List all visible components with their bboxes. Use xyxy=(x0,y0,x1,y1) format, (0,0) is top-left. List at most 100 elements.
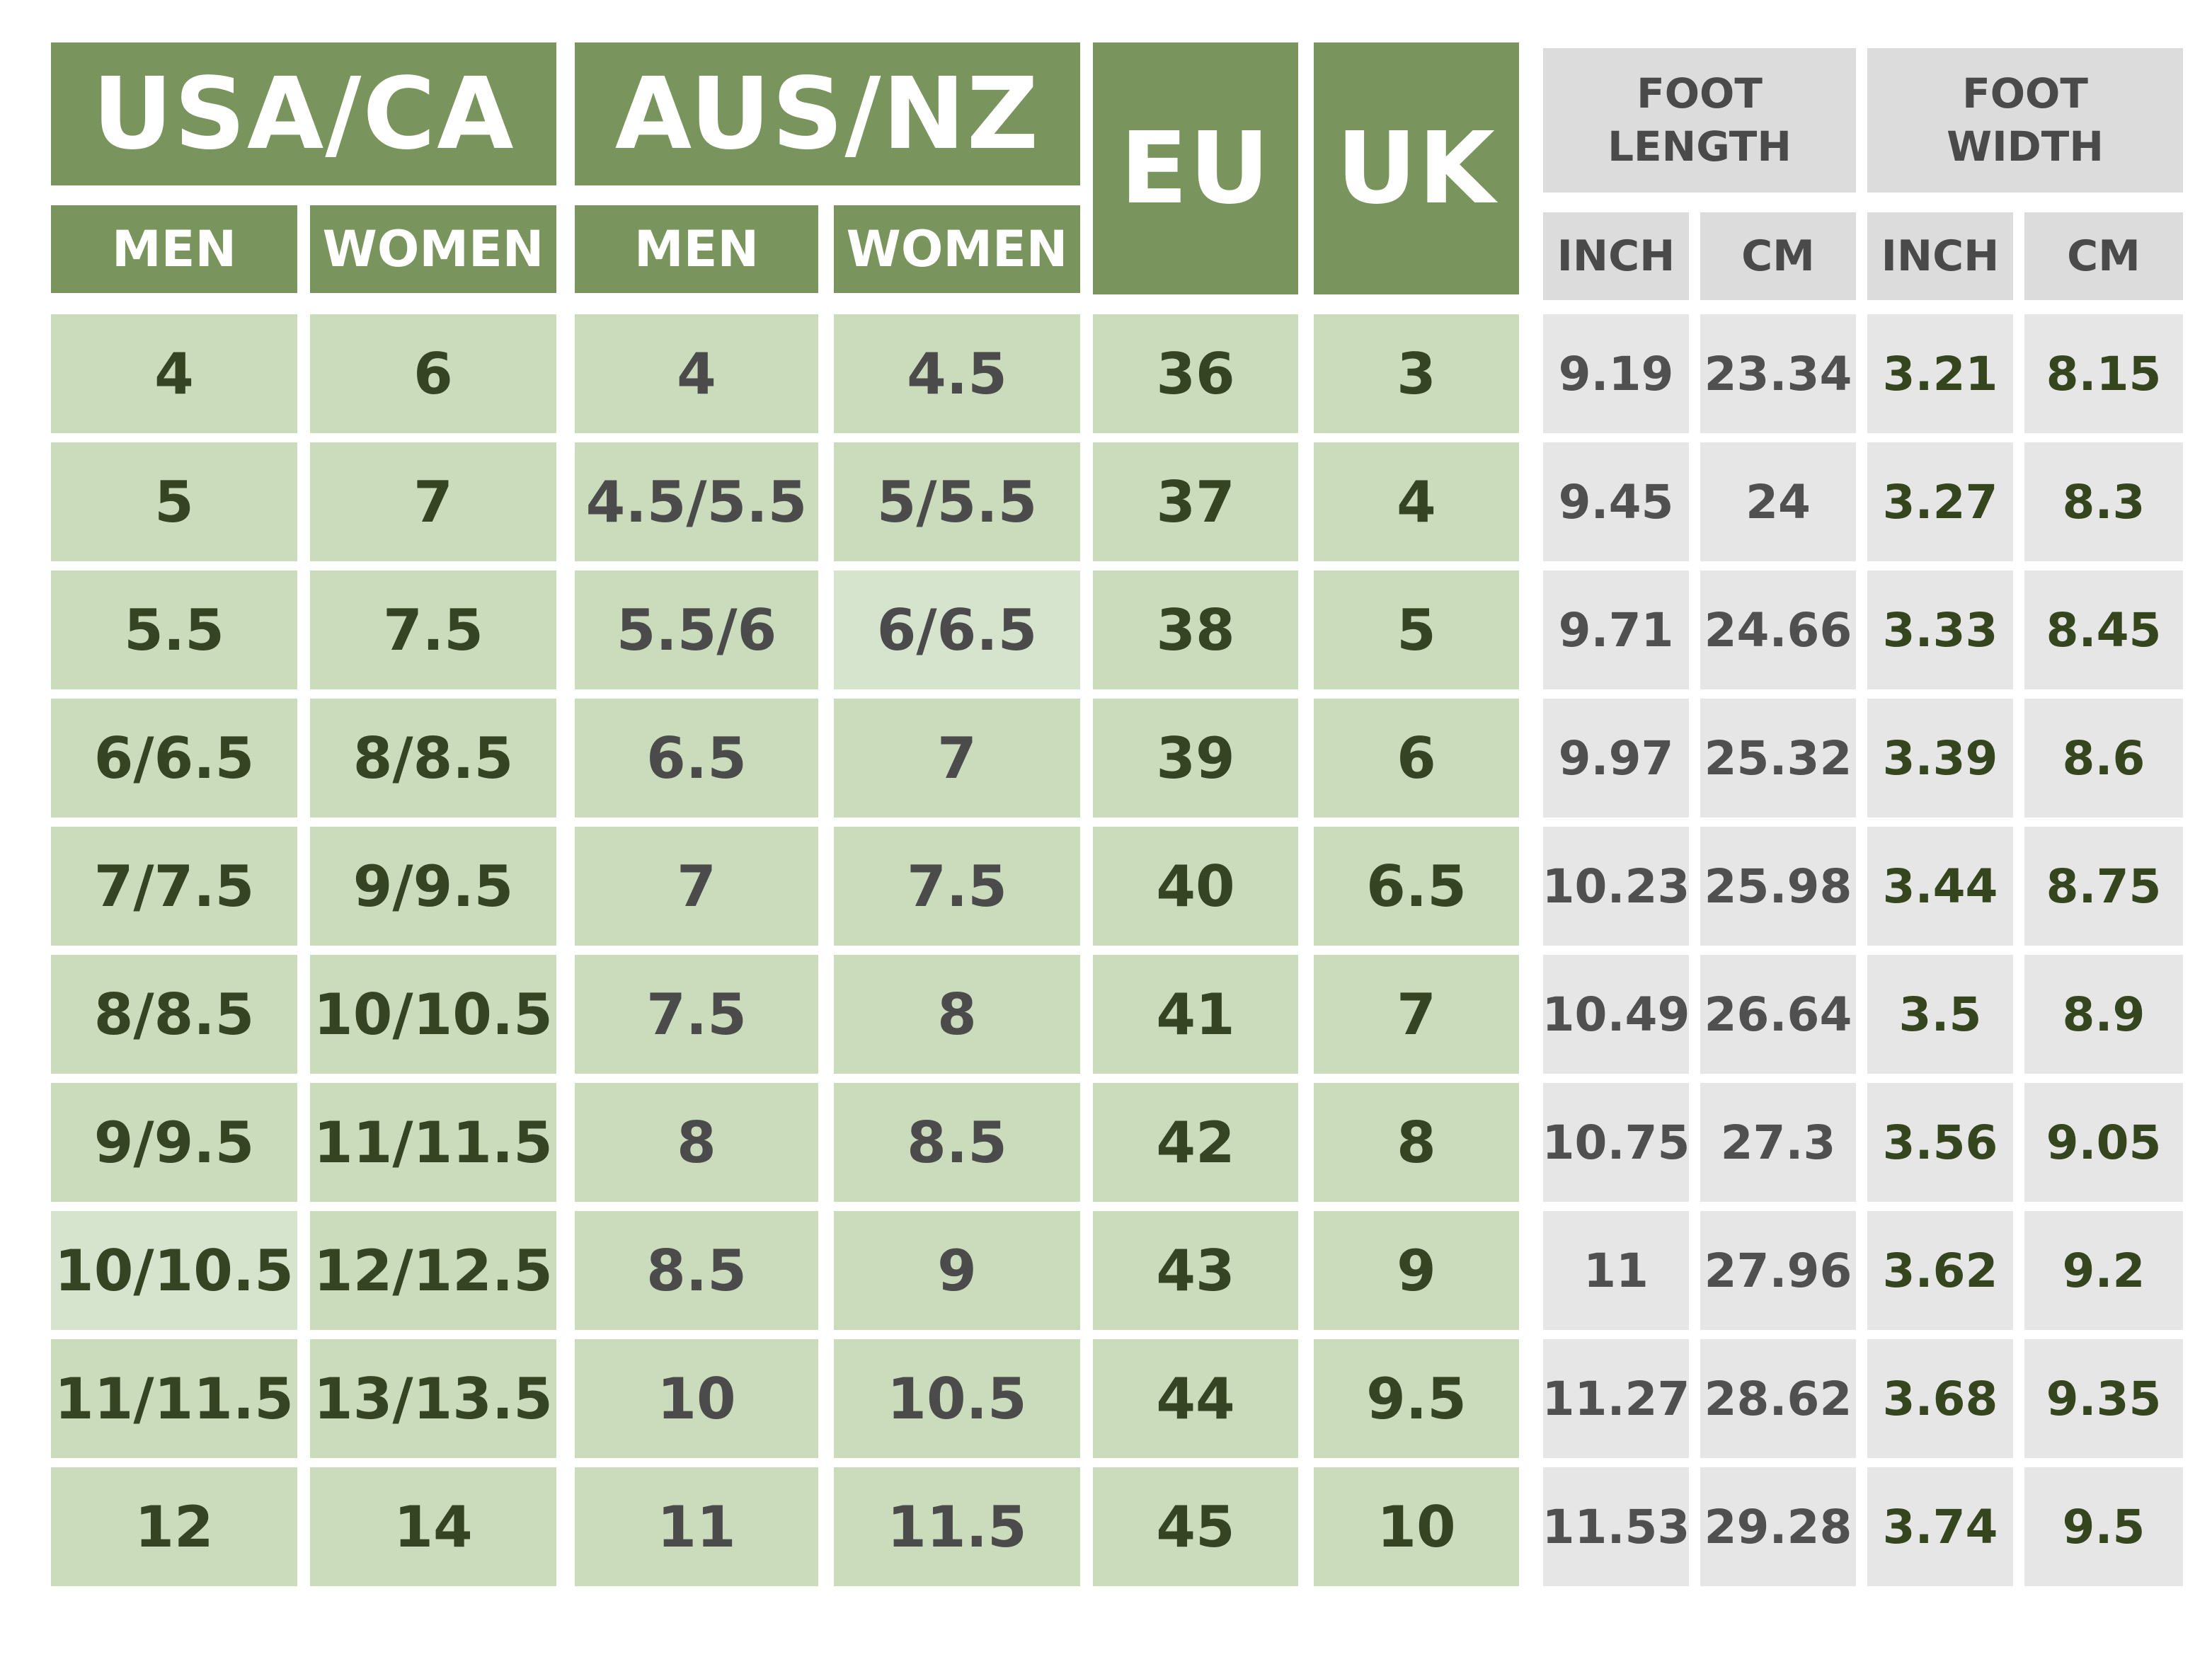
cell-len-in: 10.23 xyxy=(1542,827,1690,946)
cell-aus-men: 4.5/5.5 xyxy=(575,442,818,561)
cell-len-in: 9.19 xyxy=(1543,314,1689,433)
cell-aus-women: 7 xyxy=(834,699,1080,818)
cell-len-in: 11.53 xyxy=(1542,1467,1690,1586)
header-usa-ca: USA/CA xyxy=(51,42,556,185)
cell-uk: 6 xyxy=(1314,699,1519,818)
cell-wid-cm: 9.5 xyxy=(2024,1467,2183,1586)
cell-us-men: 5 xyxy=(51,442,297,561)
cell-us-women: 12/12.5 xyxy=(310,1211,556,1330)
cell-us-women: 8/8.5 xyxy=(310,699,556,818)
cell-len-cm: 27.3 xyxy=(1700,1083,1856,1202)
cell-len-cm: 24 xyxy=(1700,442,1856,561)
cell-wid-in: 3.21 xyxy=(1867,314,2013,433)
cell-us-men: 8/8.5 xyxy=(51,955,297,1074)
cell-wid-cm: 9.2 xyxy=(2024,1211,2183,1330)
header-foot-width: FOOT WIDTH xyxy=(1867,48,2183,193)
cell-uk: 9.5 xyxy=(1314,1339,1519,1458)
cell-wid-in: 3.62 xyxy=(1867,1211,2013,1330)
cell-aus-men: 8 xyxy=(575,1083,818,1202)
cell-uk: 5 xyxy=(1314,570,1519,689)
cell-uk: 3 xyxy=(1314,314,1519,433)
cell-eu: 44 xyxy=(1093,1339,1298,1458)
cell-wid-in: 3.27 xyxy=(1867,442,2013,561)
cell-len-cm: 28.62 xyxy=(1700,1339,1856,1458)
cell-us-men: 4 xyxy=(51,314,297,433)
cell-len-cm: 27.96 xyxy=(1700,1211,1856,1330)
cell-wid-in: 3.74 xyxy=(1867,1467,2013,1586)
cell-uk: 7 xyxy=(1314,955,1519,1074)
cell-aus-women: 9 xyxy=(834,1211,1080,1330)
cell-wid-cm: 8.6 xyxy=(2024,699,2183,818)
cell-aus-men: 7 xyxy=(575,827,818,946)
cell-us-men: 11/11.5 xyxy=(51,1339,297,1458)
cell-len-cm: 29.28 xyxy=(1700,1467,1856,1586)
cell-uk: 9 xyxy=(1314,1211,1519,1330)
header-foot-length: FOOT LENGTH xyxy=(1543,48,1856,193)
header-uk: UK xyxy=(1314,42,1519,294)
cell-us-men: 10/10.5 xyxy=(51,1211,297,1330)
header-width-cm: CM xyxy=(2024,212,2183,300)
cell-aus-women: 4.5 xyxy=(834,314,1080,433)
cell-us-women: 14 xyxy=(310,1467,556,1586)
header-eu: EU xyxy=(1093,42,1298,294)
cell-uk: 8 xyxy=(1314,1083,1519,1202)
cell-wid-cm: 8.15 xyxy=(2024,314,2183,433)
header-aus-men: MEN xyxy=(575,205,818,293)
cell-aus-men: 4 xyxy=(575,314,818,433)
cell-aus-men: 10 xyxy=(575,1339,818,1458)
cell-us-women: 10/10.5 xyxy=(310,955,556,1074)
cell-len-in: 11 xyxy=(1543,1211,1689,1330)
cell-aus-men: 11 xyxy=(575,1467,818,1586)
cell-eu: 36 xyxy=(1093,314,1298,433)
cell-aus-men: 6.5 xyxy=(575,699,818,818)
cell-wid-cm: 9.05 xyxy=(2024,1083,2183,1202)
cell-wid-cm: 8.45 xyxy=(2024,570,2183,689)
cell-len-in: 11.27 xyxy=(1542,1339,1690,1458)
cell-aus-women: 6/6.5 xyxy=(834,570,1080,689)
cell-eu: 43 xyxy=(1093,1211,1298,1330)
cell-aus-men: 7.5 xyxy=(575,955,818,1074)
header-length-inch: INCH xyxy=(1543,212,1689,300)
cell-uk: 4 xyxy=(1314,442,1519,561)
cell-eu: 38 xyxy=(1093,570,1298,689)
cell-wid-in: 3.5 xyxy=(1867,955,2013,1074)
cell-us-women: 6 xyxy=(310,314,556,433)
header-aus-nz: AUS/NZ xyxy=(575,42,1080,185)
cell-len-in: 9.45 xyxy=(1543,442,1689,561)
cell-us-women: 11/11.5 xyxy=(310,1083,556,1202)
cell-len-cm: 26.64 xyxy=(1700,955,1856,1074)
header-length-cm: CM xyxy=(1700,212,1856,300)
cell-aus-women: 8.5 xyxy=(834,1083,1080,1202)
cell-uk: 6.5 xyxy=(1314,827,1519,946)
cell-us-men: 9/9.5 xyxy=(51,1083,297,1202)
header-width-inch: INCH xyxy=(1867,212,2013,300)
cell-wid-in: 3.68 xyxy=(1867,1339,2013,1458)
cell-eu: 39 xyxy=(1093,699,1298,818)
header-usa-men: MEN xyxy=(51,205,297,293)
cell-aus-men: 5.5/6 xyxy=(575,570,818,689)
cell-us-women: 7 xyxy=(310,442,556,561)
cell-eu: 41 xyxy=(1093,955,1298,1074)
cell-aus-women: 8 xyxy=(834,955,1080,1074)
cell-uk: 10 xyxy=(1314,1467,1519,1586)
cell-us-men: 5.5 xyxy=(51,570,297,689)
cell-wid-in: 3.33 xyxy=(1867,570,2013,689)
cell-us-men: 7/7.5 xyxy=(51,827,297,946)
cell-eu: 37 xyxy=(1093,442,1298,561)
cell-eu: 42 xyxy=(1093,1083,1298,1202)
cell-us-women: 7.5 xyxy=(310,570,556,689)
cell-aus-women: 7.5 xyxy=(834,827,1080,946)
cell-us-women: 13/13.5 xyxy=(310,1339,556,1458)
cell-aus-men: 8.5 xyxy=(575,1211,818,1330)
cell-aus-women: 5/5.5 xyxy=(834,442,1080,561)
cell-wid-in: 3.39 xyxy=(1867,699,2013,818)
cell-len-in: 10.49 xyxy=(1542,955,1690,1074)
cell-len-cm: 25.98 xyxy=(1700,827,1856,946)
cell-eu: 45 xyxy=(1093,1467,1298,1586)
header-usa-women: WOMEN xyxy=(310,205,556,293)
cell-us-men: 6/6.5 xyxy=(51,699,297,818)
cell-wid-cm: 9.35 xyxy=(2024,1339,2183,1458)
cell-us-women: 9/9.5 xyxy=(310,827,556,946)
cell-wid-in: 3.44 xyxy=(1867,827,2013,946)
cell-len-cm: 25.32 xyxy=(1700,699,1856,818)
